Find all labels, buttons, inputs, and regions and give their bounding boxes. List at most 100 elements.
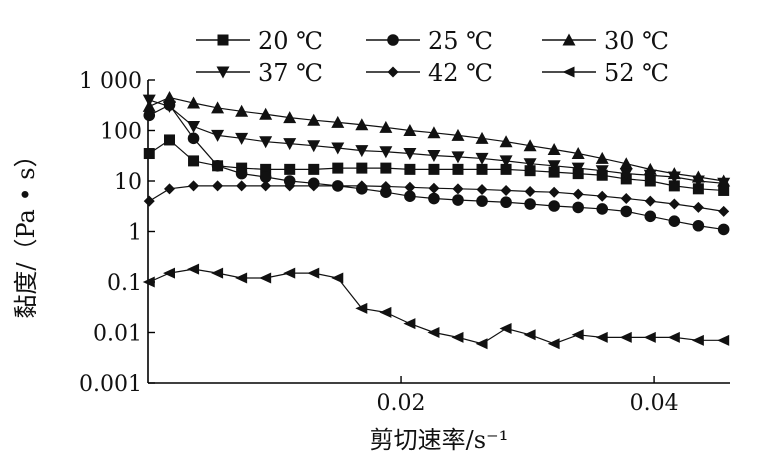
data-point-triangle-up [595, 151, 609, 164]
data-point-triangle-left [235, 272, 248, 284]
data-point-triangle-up [523, 139, 537, 152]
data-point-triangle-left [499, 323, 512, 335]
y-ticks: 0.001 0.01 0.1 1 10 100 1 000 [79, 69, 155, 397]
data-point-diamond [236, 180, 248, 192]
data-point-triangle-down [619, 168, 633, 181]
data-point-circle [235, 167, 248, 180]
y-tick-label: 1 [128, 221, 142, 246]
data-point-square [718, 184, 730, 196]
data-point-triangle-up [451, 128, 465, 141]
data-point-circle [452, 194, 464, 206]
data-point-triangle-down [235, 132, 249, 145]
data-point-circle [187, 132, 200, 145]
data-point-diamond [404, 181, 416, 193]
data-point-circle [572, 201, 584, 214]
y-tick-label: 1 000 [79, 69, 142, 94]
data-point-triangle-up [475, 131, 489, 144]
data-point-triangle-left [427, 327, 440, 338]
data-point-circle [596, 203, 609, 215]
data-point-triangle-left [571, 329, 584, 341]
data-point-triangle-left [307, 267, 320, 279]
data-point-square [284, 163, 296, 175]
legend-label: 20 ℃ [258, 27, 323, 55]
data-point-diamond [524, 185, 536, 197]
data-point-diamond [572, 188, 584, 200]
data-point-triangle-up [331, 115, 345, 128]
data-point-diamond [548, 186, 560, 198]
data-point-circle [644, 210, 657, 223]
data-point-square [452, 163, 464, 175]
data-point-diamond [718, 205, 730, 217]
data-point-triangle-left [163, 267, 176, 279]
data-point-triangle-down [451, 151, 465, 164]
data-point-triangle-up [499, 135, 513, 148]
x-ticks: 0.02 0.04 [377, 376, 679, 416]
data-point-triangle-up [547, 143, 561, 156]
data-point-triangle-left [475, 338, 488, 350]
data-point-circle [524, 198, 536, 210]
data-point-triangle-left [142, 276, 155, 288]
data-point-square [260, 163, 272, 175]
data-point-square [668, 180, 680, 192]
data-point-triangle-down [691, 175, 705, 188]
data-point-diamond [284, 180, 296, 192]
legend-item: 25 ℃ [366, 27, 493, 55]
data-point-triangle-down [355, 145, 369, 158]
data-point-diamond [260, 180, 272, 192]
legend-item: 20 ℃ [196, 27, 323, 55]
data-point-diamond [428, 182, 440, 194]
legend-item: 52 ℃ [542, 59, 669, 87]
data-point-circle [404, 190, 416, 203]
series-triangle-left [142, 263, 730, 350]
data-point-triangle-down [379, 146, 393, 159]
data-point-diamond [644, 195, 656, 207]
data-point-diamond [332, 180, 344, 192]
data-point-triangle-down [643, 169, 657, 182]
data-point-square [476, 163, 488, 175]
data-point-triangle-up [211, 101, 225, 114]
data-point-triangle-up [187, 96, 201, 109]
data-point-circle [717, 223, 730, 236]
data-point-diamond [596, 190, 608, 202]
data-point-triangle-left [691, 334, 704, 346]
data-point-triangle-up [259, 107, 273, 120]
data-point-diamond [188, 180, 200, 192]
data-point-circle [428, 192, 440, 205]
y-tick-label: 0.01 [93, 322, 142, 347]
legend-label: 52 ℃ [604, 59, 669, 87]
data-point-circle [211, 159, 224, 172]
data-point-triangle-down [142, 94, 156, 107]
data-point-diamond [692, 201, 704, 213]
data-point-circle [668, 215, 681, 227]
data-point-triangle-up [283, 111, 297, 124]
data-point-circle [548, 200, 560, 212]
data-point-square [380, 162, 392, 174]
y-tick-label: 0.1 [107, 271, 142, 296]
data-point-diamond [143, 195, 155, 207]
data-point-triangle-left [283, 267, 296, 279]
data-point-triangle-left [379, 306, 392, 318]
data-point-triangle-left [259, 272, 272, 284]
y-tick-label: 100 [100, 120, 142, 145]
data-point-triangle-down [667, 171, 681, 184]
data-point-triangle-up [163, 91, 177, 104]
data-point-diamond [308, 180, 320, 192]
legend-item: 37 ℃ [196, 59, 323, 87]
data-point-triangle-up [379, 120, 393, 133]
data-point-triangle-down [163, 100, 177, 113]
legend-marker-circle [387, 34, 399, 46]
series-layer [142, 91, 731, 350]
data-point-triangle-up [619, 157, 633, 170]
data-point-triangle-left [523, 329, 536, 341]
data-point-diamond [380, 180, 392, 192]
data-point-triangle-down [717, 177, 731, 190]
data-point-triangle-left [331, 272, 344, 284]
data-point-triangle-left [355, 302, 368, 314]
legend: 20 ℃ 25 ℃ 30 ℃ 37 ℃ 42 ℃ 52 ℃ [196, 27, 669, 87]
legend-item: 30 ℃ [542, 27, 669, 55]
legend-marker-diamond [387, 66, 399, 78]
legend-label: 25 ℃ [428, 27, 493, 55]
data-point-triangle-down [427, 149, 441, 162]
data-point-square [428, 163, 440, 175]
legend-label: 42 ℃ [428, 59, 493, 87]
